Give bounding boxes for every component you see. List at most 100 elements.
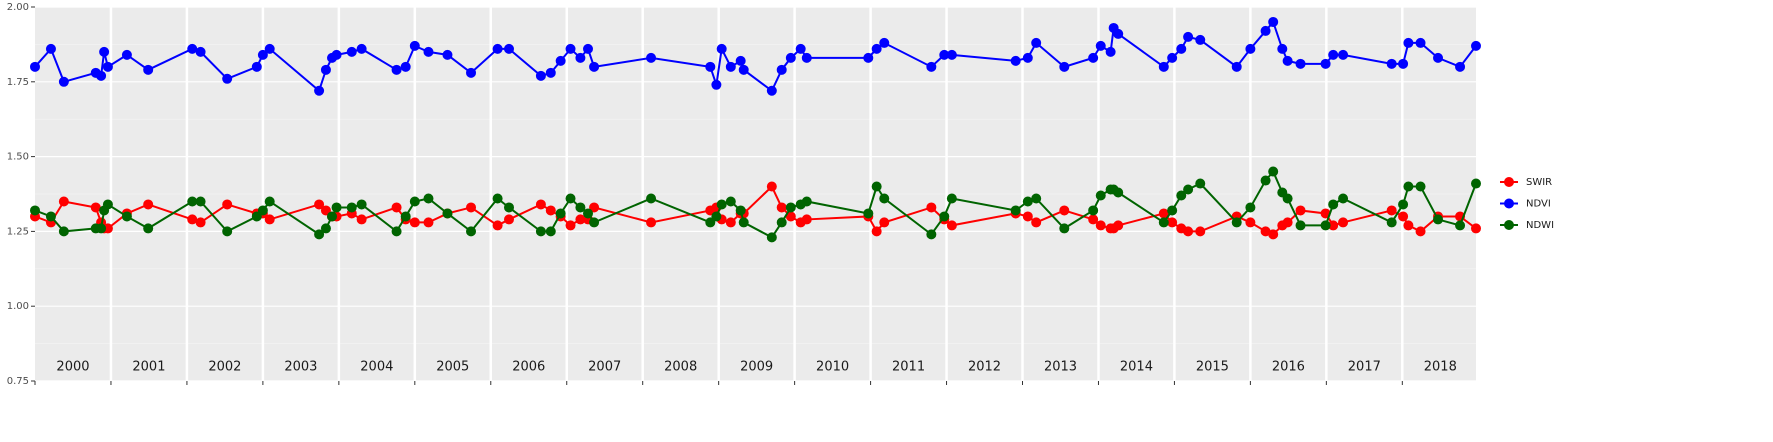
- data-point: [102, 223, 113, 234]
- data-point: [535, 70, 546, 81]
- year-label: 2018: [1424, 360, 1457, 375]
- legend-label: NDWI: [1526, 220, 1554, 231]
- data-point: [1031, 37, 1042, 48]
- data-point: [1088, 205, 1099, 216]
- y-tick-label: 1.00: [7, 301, 29, 312]
- data-point: [939, 211, 950, 222]
- data-point: [504, 214, 515, 225]
- data-point: [766, 85, 777, 96]
- data-point: [466, 202, 477, 213]
- data-point: [711, 211, 722, 222]
- data-point: [264, 196, 275, 207]
- y-tick-label: 1.50: [7, 152, 29, 163]
- data-point: [1022, 211, 1033, 222]
- data-point: [583, 43, 594, 54]
- data-point: [926, 229, 937, 240]
- year-label: 2009: [740, 360, 773, 375]
- data-point: [466, 226, 477, 237]
- data-point: [589, 217, 600, 228]
- data-point: [1088, 52, 1099, 63]
- data-point: [121, 49, 132, 60]
- data-point: [535, 226, 546, 237]
- data-point: [492, 220, 503, 231]
- data-point: [795, 43, 806, 54]
- data-point: [504, 202, 515, 213]
- data-point: [423, 217, 434, 228]
- data-point: [725, 217, 736, 228]
- data-point: [776, 217, 787, 228]
- data-point: [879, 193, 890, 204]
- data-point: [705, 61, 716, 72]
- data-point: [1338, 193, 1349, 204]
- data-point: [1433, 214, 1444, 225]
- data-point: [1338, 217, 1349, 228]
- data-point: [1403, 181, 1414, 192]
- data-point: [926, 202, 937, 213]
- data-point: [102, 199, 113, 210]
- year-label: 2013: [1044, 360, 1077, 375]
- data-point: [1268, 16, 1279, 27]
- data-point: [785, 211, 796, 222]
- data-point: [1167, 52, 1178, 63]
- data-point: [409, 40, 420, 51]
- data-point: [738, 64, 749, 75]
- data-point: [1320, 220, 1331, 231]
- data-point: [96, 70, 107, 81]
- data-point: [1059, 205, 1070, 216]
- data-point: [143, 223, 154, 234]
- data-point: [1386, 217, 1397, 228]
- data-point: [1231, 61, 1242, 72]
- data-point: [766, 181, 777, 192]
- data-point: [492, 193, 503, 204]
- data-point: [222, 73, 233, 84]
- data-point: [946, 220, 957, 231]
- data-point: [45, 211, 56, 222]
- data-point: [1113, 220, 1124, 231]
- data-point: [99, 46, 110, 57]
- data-point: [1059, 223, 1070, 234]
- data-point: [1320, 58, 1331, 69]
- data-point: [400, 61, 411, 72]
- data-point: [251, 61, 262, 72]
- data-point: [1386, 205, 1397, 216]
- data-point: [1268, 229, 1279, 240]
- data-point: [646, 193, 657, 204]
- data-point: [1471, 223, 1481, 234]
- data-point: [222, 199, 233, 210]
- data-point: [879, 37, 890, 48]
- data-point: [1328, 199, 1339, 210]
- legend-item: NDWI: [1500, 220, 1554, 231]
- data-point: [1010, 205, 1021, 216]
- data-point: [725, 61, 736, 72]
- data-point: [391, 226, 402, 237]
- data-point: [1277, 43, 1288, 54]
- data-point: [1282, 217, 1293, 228]
- data-point: [1176, 43, 1187, 54]
- data-point: [1167, 217, 1178, 228]
- data-point: [143, 199, 154, 210]
- data-point: [45, 43, 56, 54]
- data-point: [90, 202, 101, 213]
- data-point: [646, 52, 657, 63]
- data-point: [1095, 220, 1106, 231]
- year-label: 2016: [1272, 360, 1305, 375]
- year-label: 2011: [892, 360, 925, 375]
- data-point: [96, 223, 107, 234]
- data-point: [58, 196, 69, 207]
- legend-symbol: [1504, 177, 1514, 187]
- data-point: [1471, 178, 1481, 189]
- data-point: [1403, 37, 1414, 48]
- data-point: [1095, 40, 1106, 51]
- data-point: [1105, 46, 1116, 57]
- data-point: [863, 208, 874, 219]
- data-point: [555, 55, 566, 66]
- year-label: 2014: [1120, 360, 1153, 375]
- data-point: [1231, 217, 1242, 228]
- data-point: [442, 49, 453, 60]
- legend-item: SWIR: [1500, 177, 1552, 188]
- data-point: [1295, 58, 1306, 69]
- y-tick-label: 1.25: [7, 226, 29, 237]
- data-point: [1295, 205, 1306, 216]
